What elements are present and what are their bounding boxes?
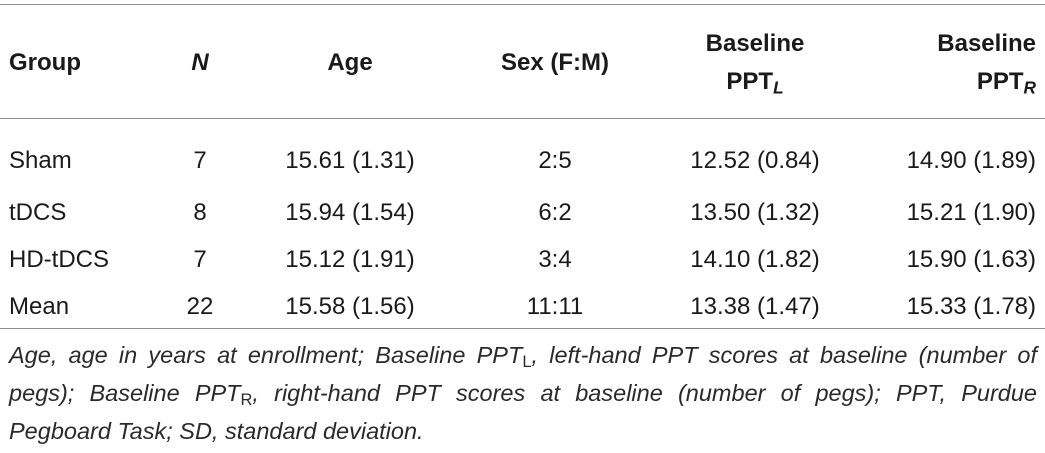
- footnote-part-1: Age, age in years at enrollment; Baselin…: [9, 342, 523, 368]
- header-baseline-right-prefix: Baseline: [937, 30, 1036, 57]
- header-sex: Sex (F:M): [501, 49, 609, 76]
- footnote-part-2: , left-hand PPT scores at baseline (numb…: [9, 342, 1037, 406]
- cell-sex: 6:2: [538, 198, 572, 226]
- demographics-table: Group N Age Sex (F:M) Baseline PPTL Base…: [0, 0, 1045, 330]
- cell-age: 15.12 (1.91): [285, 245, 415, 273]
- cell-n: 7: [193, 146, 207, 174]
- header-baseline-right-main: PPT: [976, 68, 1024, 95]
- footnote-part-3: , right-hand PPT scores at baseline (num…: [9, 380, 1037, 444]
- cell-group: Sham: [9, 146, 72, 174]
- cell-n: 22: [186, 292, 214, 320]
- table-header: Group N Age Sex (F:M) Baseline PPTL Base…: [0, 0, 1045, 122]
- table-top-rule: [0, 4, 1045, 5]
- table-row: HD-tDCS 7 15.12 (1.91) 3:4 14.10 (1.82) …: [0, 236, 1045, 283]
- cell-baseline-left: 13.38 (1.47): [690, 292, 820, 320]
- header-baseline-left-sub: L: [773, 77, 784, 98]
- cell-baseline-left: 14.10 (1.82): [690, 245, 820, 273]
- cell-n: 7: [193, 245, 207, 273]
- cell-group: HD-tDCS: [9, 245, 109, 273]
- cell-sex: 3:4: [538, 245, 572, 273]
- cell-baseline-right: 15.90 (1.63): [906, 245, 1036, 273]
- footnote-sub-1: L: [522, 353, 532, 372]
- header-baseline-right-sub: R: [1023, 77, 1036, 98]
- cell-baseline-right: 15.21 (1.90): [906, 198, 1036, 226]
- cell-n: 8: [193, 198, 207, 226]
- header-group: Group: [9, 49, 81, 76]
- cell-baseline-left: 12.52 (0.84): [690, 146, 820, 174]
- cell-age: 15.61 (1.31): [285, 146, 415, 174]
- cell-group: Mean: [9, 292, 70, 320]
- header-baseline-left-main: PPT: [726, 68, 774, 95]
- header-baseline-left-prefix: Baseline: [705, 30, 805, 57]
- table-row: tDCS 8 15.94 (1.54) 6:2 13.50 (1.32) 15.…: [0, 189, 1045, 236]
- header-row: Group N Age Sex (F:M) Baseline PPTL Base…: [0, 0, 1045, 122]
- cell-age: 15.58 (1.56): [285, 292, 415, 320]
- table-row: Mean 22 15.58 (1.56) 11:11 13.38 (1.47) …: [0, 283, 1045, 330]
- cell-baseline-right: 14.90 (1.89): [906, 146, 1036, 174]
- table-bottom-rule: [0, 328, 1045, 329]
- table-header-rule: [0, 118, 1045, 119]
- header-baseline-right: Baseline PPTR: [850, 0, 1045, 122]
- cell-sex: 2:5: [538, 146, 572, 174]
- footnote-sub-2: R: [240, 391, 253, 410]
- cell-baseline-right: 15.33 (1.78): [906, 292, 1036, 320]
- table-footnote: Age, age in years at enrollment; Baselin…: [9, 336, 1037, 450]
- cell-group: tDCS: [9, 198, 67, 226]
- table-row: Sham 7 15.61 (1.31) 2:5 12.52 (0.84) 14.…: [0, 122, 1045, 189]
- header-n: N: [191, 49, 209, 76]
- table-body: Sham 7 15.61 (1.31) 2:5 12.52 (0.84) 14.…: [0, 122, 1045, 330]
- header-age: Age: [327, 49, 373, 76]
- cell-baseline-left: 13.50 (1.32): [690, 198, 820, 226]
- cell-sex: 11:11: [526, 292, 584, 320]
- header-baseline-left: Baseline PPTL: [660, 0, 850, 122]
- cell-age: 15.94 (1.54): [285, 198, 415, 226]
